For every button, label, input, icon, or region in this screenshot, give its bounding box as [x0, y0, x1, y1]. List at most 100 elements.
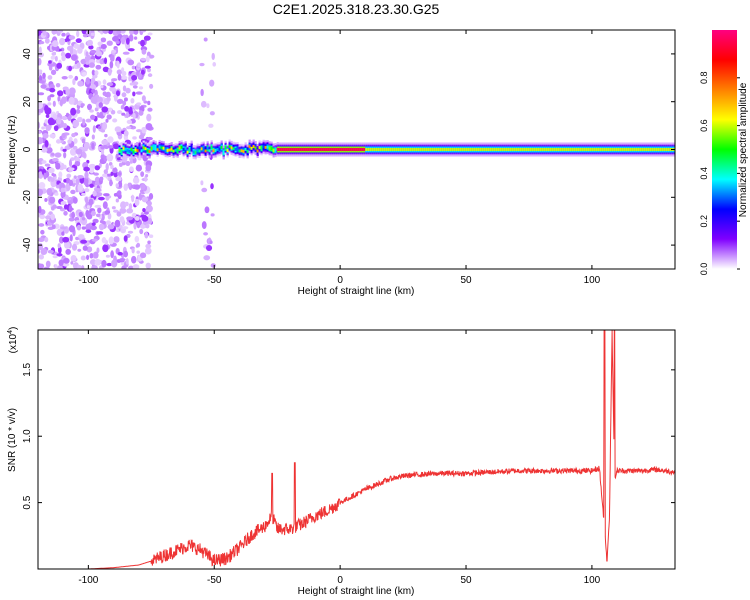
heatmap-cell: [285, 148, 288, 151]
heatmap-cell: [105, 163, 109, 171]
heatmap-cell: [525, 148, 528, 151]
heatmap-cell: [130, 148, 133, 152]
heatmap-cell: [76, 30, 80, 38]
heatmap-cell: [69, 48, 74, 55]
heatmap-cell: [139, 252, 147, 259]
heatmap-cell: [571, 148, 574, 151]
snr-series-line: [38, 330, 675, 569]
heatmap-cell: [94, 258, 102, 266]
heatmap-cell: [46, 188, 53, 196]
heatmap-cell: [121, 112, 126, 116]
heatmap-cell: [50, 69, 57, 76]
heatmap-cell: [124, 147, 127, 151]
heatmap-cell: [266, 145, 269, 149]
heatmap-cell: [118, 148, 121, 152]
heatmap-cell: [48, 167, 55, 174]
heatmap-cell: [485, 148, 488, 151]
snr-y-axis: 0.5 1.0 1.5: [22, 362, 675, 510]
heatmap-cell: [72, 119, 80, 128]
heatmap-cell: [126, 208, 134, 214]
heatmap-cell: [55, 82, 61, 88]
heatmap-cell: [351, 148, 354, 151]
heatmap-cell: [106, 40, 113, 46]
heatmap-cell: [445, 148, 448, 151]
heatmap-carrier-band-noisy: [118, 139, 279, 160]
heatmap-cell: [44, 215, 52, 220]
heatmap-cell: [415, 148, 418, 151]
heatmap-cell: [96, 111, 100, 116]
heatmap-cell: [120, 75, 128, 80]
heatmap-cell: [519, 148, 522, 151]
heatmap-cell: [463, 148, 466, 151]
heatmap-cell: [204, 149, 207, 153]
heatmap-cell: [657, 148, 660, 151]
heatmap-cell: [68, 74, 74, 79]
heatmap-cell: [91, 88, 96, 94]
heatmap-cell: [541, 148, 544, 151]
heatmap-cell: [182, 147, 185, 151]
heatmap-cell: [140, 39, 145, 47]
heatmap-cell: [581, 148, 584, 151]
heatmap-cell: [54, 264, 58, 269]
heatmap-cell: [132, 85, 138, 89]
heatmap-cell: [531, 148, 534, 151]
heatmap-cell: [104, 210, 110, 215]
heatmap-cell: [637, 148, 640, 151]
heatmap-cell: [106, 153, 114, 162]
spectrogram-panel: -100 -50 0 50 100 -40 -20 0 20 40 Height of stra…: [7, 29, 676, 297]
heatmap-cell: [140, 30, 147, 33]
heatmap-cell: [131, 65, 136, 70]
heatmap-cell: [479, 148, 482, 151]
heatmap-cell: [54, 152, 62, 158]
heatmap-cell: [379, 148, 382, 151]
heatmap-cell: [145, 173, 149, 178]
heatmap-cell: [89, 109, 94, 113]
heatmap-cell: [38, 80, 46, 84]
heatmap-cell: [91, 238, 98, 242]
heatmap-cell: [47, 117, 55, 126]
heatmap-cell: [347, 148, 350, 151]
heatmap-cell: [78, 211, 83, 218]
heatmap-cell: [313, 148, 316, 151]
heatmap-cell: [75, 178, 81, 184]
heatmap-cell: [291, 148, 294, 151]
heatmap-cell: [367, 148, 370, 151]
heatmap-cell: [147, 67, 151, 73]
heatmap-cell: [491, 148, 494, 151]
heatmap-cell: [201, 221, 207, 229]
heatmap-cell: [102, 173, 108, 178]
heatmap-cell: [98, 223, 105, 231]
heatmap-cell: [136, 70, 140, 76]
heatmap-cell: [106, 82, 114, 87]
heatmap-cell: [505, 148, 508, 151]
heatmap-cell: [655, 148, 658, 151]
heatmap-cell: [435, 148, 438, 151]
heatmap-cell: [117, 73, 122, 81]
heatmap-cell: [91, 69, 96, 76]
heatmap-cell: [62, 148, 67, 152]
colorbar-tick-label: 0.0: [699, 263, 709, 276]
heatmap-cell: [82, 245, 88, 251]
heatmap-cell: [56, 62, 63, 69]
heatmap-cell: [89, 252, 94, 259]
heatmap-cell: [138, 86, 144, 90]
heatmap-cell: [96, 247, 100, 254]
heatmap-cell: [123, 250, 129, 258]
heatmap-cell: [172, 149, 175, 153]
heatmap-cell: [106, 96, 111, 102]
heatmap-cell: [91, 222, 96, 226]
heatmap-cell: [487, 148, 490, 151]
heatmap-cell: [119, 30, 126, 34]
heatmap-cell: [303, 148, 306, 151]
heatmap-cell: [116, 110, 123, 115]
heatmap-cell: [117, 180, 123, 188]
heatmap-cell: [383, 148, 386, 151]
heatmap-cell: [107, 224, 115, 230]
heatmap-cell: [295, 148, 298, 151]
heatmap-cell: [77, 264, 82, 269]
heatmap-cell: [49, 133, 56, 139]
heatmap-cell: [633, 148, 636, 151]
heatmap-cell: [465, 148, 468, 151]
heatmap-cell: [224, 146, 227, 150]
heatmap-cell: [145, 122, 153, 131]
